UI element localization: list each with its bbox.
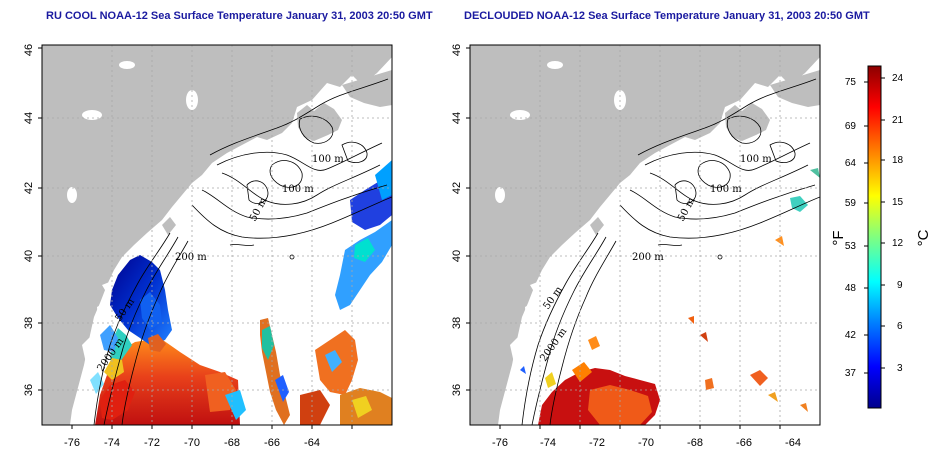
right-y-tick: 36	[451, 384, 463, 396]
right-x-tick: -66	[736, 437, 752, 449]
colorbar-f-tick: 64	[845, 158, 857, 169]
right-contour-label-100m-south: 100 m	[710, 184, 742, 195]
right-x-tick: -68	[687, 437, 703, 449]
right-y-tick: 42	[451, 182, 463, 194]
left-x-tick: -68	[224, 437, 240, 449]
right-map-panel: 100 m 100 m 50 m 200 m 2000 m 50 m -76 -…	[451, 44, 821, 449]
colorbar-c-tick: 24	[892, 73, 904, 84]
right-contour-label-100m-north: 100 m	[740, 154, 772, 165]
left-sst-data	[90, 160, 392, 425]
right-y-tick: 38	[451, 317, 463, 329]
colorbar-f-tick: 42	[845, 330, 857, 341]
colorbar-f-tick: 37	[845, 368, 857, 379]
colorbar-c-tick: 12	[892, 238, 904, 249]
left-x-tick: -66	[264, 437, 280, 449]
right-x-axis: -76 -74 -72 -70 -68 -66 -64	[492, 425, 801, 449]
left-x-tick: -72	[144, 437, 160, 449]
right-x-tick: -74	[540, 437, 556, 449]
left-y-tick: 46	[23, 44, 35, 56]
left-contour-label-100m-north: 100 m	[312, 154, 344, 165]
colorbar-f-tick: 53	[845, 241, 857, 252]
left-y-tick: 38	[23, 317, 35, 329]
left-y-tick: 44	[23, 112, 35, 124]
colorbar-c-tick: 15	[892, 197, 904, 208]
colorbar-c-tick: 21	[892, 115, 904, 126]
colorbar-fahrenheit-label: °F	[830, 230, 847, 245]
right-sst-data	[520, 168, 820, 425]
colorbar-c-tick: 18	[892, 155, 904, 166]
left-x-axis: -76 -74 -72 -70 -68 -66 -64	[64, 425, 353, 449]
right-x-tick: -72	[589, 437, 605, 449]
right-x-tick: -64	[785, 437, 801, 449]
right-y-axis: 36 38 40 42 44 46	[451, 44, 470, 396]
left-x-tick: -64	[304, 437, 320, 449]
right-map-title: DECLOUDED NOAA-12 Sea Surface Temperatur…	[464, 10, 870, 22]
left-map-title: RU COOL NOAA-12 Sea Surface Temperature …	[46, 10, 433, 22]
colorbar-f-tick: 48	[845, 283, 857, 294]
left-y-tick: 42	[23, 182, 35, 194]
left-contour-label-100m-south: 100 m	[282, 184, 314, 195]
left-y-tick: 40	[23, 250, 35, 262]
right-gridlines	[470, 45, 820, 425]
right-x-tick: -76	[492, 437, 508, 449]
left-gridlines	[42, 45, 392, 425]
left-y-axis: 36 38 40 42 44 46	[23, 44, 42, 396]
left-contour-label-200m: 200 m	[175, 252, 207, 263]
colorbar-c-tick: 6	[897, 321, 903, 332]
right-y-tick: 44	[451, 112, 463, 124]
colorbar-fahrenheit-ticks: 75 69 64 59 53 48 42 37	[845, 77, 868, 379]
right-map-frame	[469, 44, 821, 426]
right-contour-label-200m: 200 m	[632, 252, 664, 263]
right-y-tick: 46	[451, 44, 463, 56]
left-x-tick: -74	[104, 437, 120, 449]
right-y-tick: 40	[451, 250, 463, 262]
colorbar-gradient	[867, 65, 882, 409]
colorbar-f-tick: 75	[845, 77, 857, 88]
colorbar-f-tick: 69	[845, 121, 857, 132]
colorbar-f-tick: 59	[845, 198, 857, 209]
colorbar-celsius-ticks: 24 21 18 15 12 9 6 3	[881, 73, 904, 374]
temperature-colorbar: 75 69 64 59 53 48 42 37 24 21 18 15 12 9…	[830, 65, 932, 409]
colorbar-c-tick: 3	[897, 363, 903, 374]
left-map-panel: 100 m 100 m 50 m 200 m 2000 m 50 m -76 -…	[23, 44, 393, 449]
colorbar-celsius-label: °C	[915, 229, 932, 246]
left-map-frame	[41, 44, 393, 426]
left-y-tick: 36	[23, 384, 35, 396]
left-x-tick: -70	[184, 437, 200, 449]
right-x-tick: -70	[638, 437, 654, 449]
left-x-tick: -76	[64, 437, 80, 449]
colorbar-c-tick: 9	[897, 280, 903, 291]
